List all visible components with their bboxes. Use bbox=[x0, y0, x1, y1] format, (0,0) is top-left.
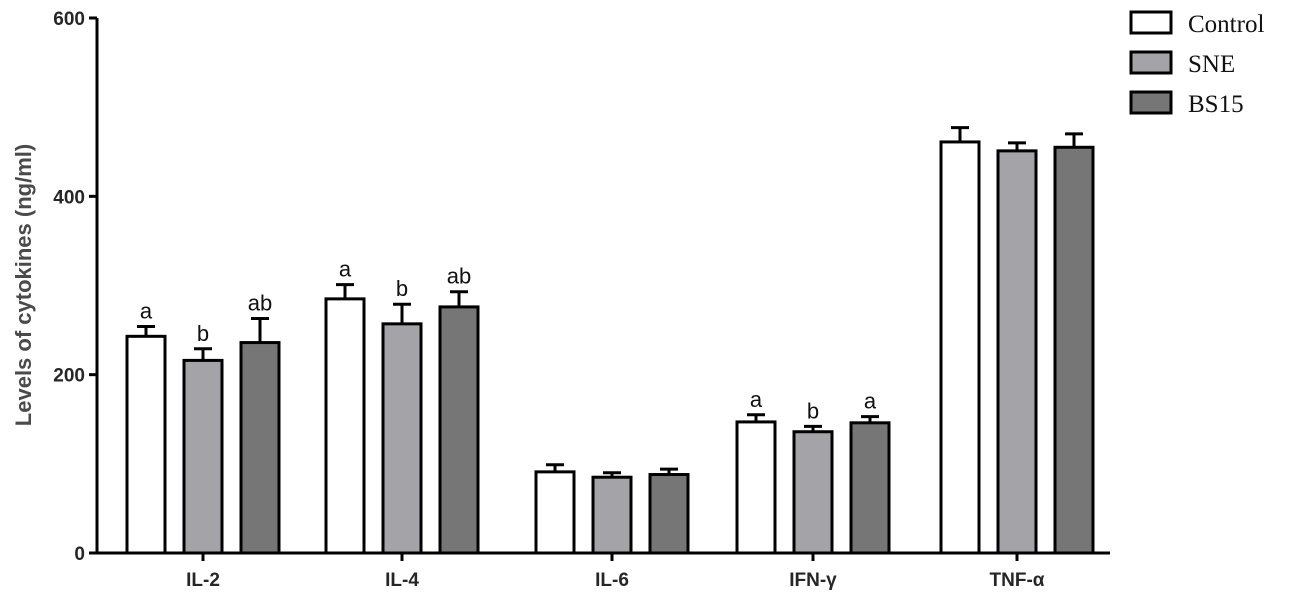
y-tick-label: 600 bbox=[53, 9, 85, 30]
bar-control-ifn-γ bbox=[735, 420, 777, 555]
bar-control-tnf-α bbox=[939, 140, 981, 555]
bar-bs15-tnf-α bbox=[1053, 145, 1095, 555]
bar-control-il-2 bbox=[125, 334, 167, 555]
bar-sne-il-6 bbox=[591, 475, 633, 555]
bar-bs15-il-6 bbox=[648, 473, 690, 555]
significance-label: b bbox=[396, 276, 408, 301]
legend-label-sne: SNE bbox=[1188, 51, 1235, 78]
y-tick-label: 400 bbox=[53, 187, 85, 208]
bar-bs15-il-2 bbox=[239, 341, 281, 555]
bar-control-il-6 bbox=[534, 470, 576, 555]
x-tick-label: TNF-α bbox=[990, 570, 1045, 591]
bar-sne-il-4 bbox=[381, 322, 423, 555]
y-axis-title: Levels of cytokines (ng/ml) bbox=[11, 144, 36, 426]
significance-label: ab bbox=[248, 290, 272, 315]
significance-label: b bbox=[197, 321, 209, 346]
legend: Control SNE BS15 bbox=[1129, 10, 1264, 118]
significance-label: ab bbox=[447, 264, 471, 289]
y-tick-label: 0 bbox=[74, 544, 85, 565]
bar-sne-ifn-γ bbox=[792, 430, 834, 555]
bar-sne-tnf-α bbox=[996, 149, 1038, 555]
legend-swatch-control bbox=[1129, 10, 1173, 35]
bar-sne-il-2 bbox=[182, 358, 224, 555]
significance-label: a bbox=[750, 387, 763, 412]
y-tick-label: 200 bbox=[53, 366, 85, 387]
x-tick-label: IL-2 bbox=[186, 570, 220, 591]
legend-swatch-bs15 bbox=[1129, 90, 1173, 115]
significance-label: a bbox=[339, 257, 352, 282]
significance-label: b bbox=[807, 398, 819, 423]
significance-label: a bbox=[864, 389, 877, 414]
x-tick-label: IL-6 bbox=[595, 570, 629, 591]
bar-bs15-ifn-γ bbox=[849, 421, 891, 555]
significance-label: a bbox=[140, 299, 153, 324]
x-tick-label: IFN-γ bbox=[789, 570, 837, 591]
bar-control-il-4 bbox=[324, 297, 366, 555]
legend-label-bs15: BS15 bbox=[1188, 91, 1244, 118]
bar-bs15-il-4 bbox=[438, 305, 480, 555]
x-tick-label: IL-4 bbox=[385, 570, 419, 591]
legend-swatch-sne bbox=[1129, 50, 1173, 75]
legend-label-control: Control bbox=[1188, 11, 1264, 38]
